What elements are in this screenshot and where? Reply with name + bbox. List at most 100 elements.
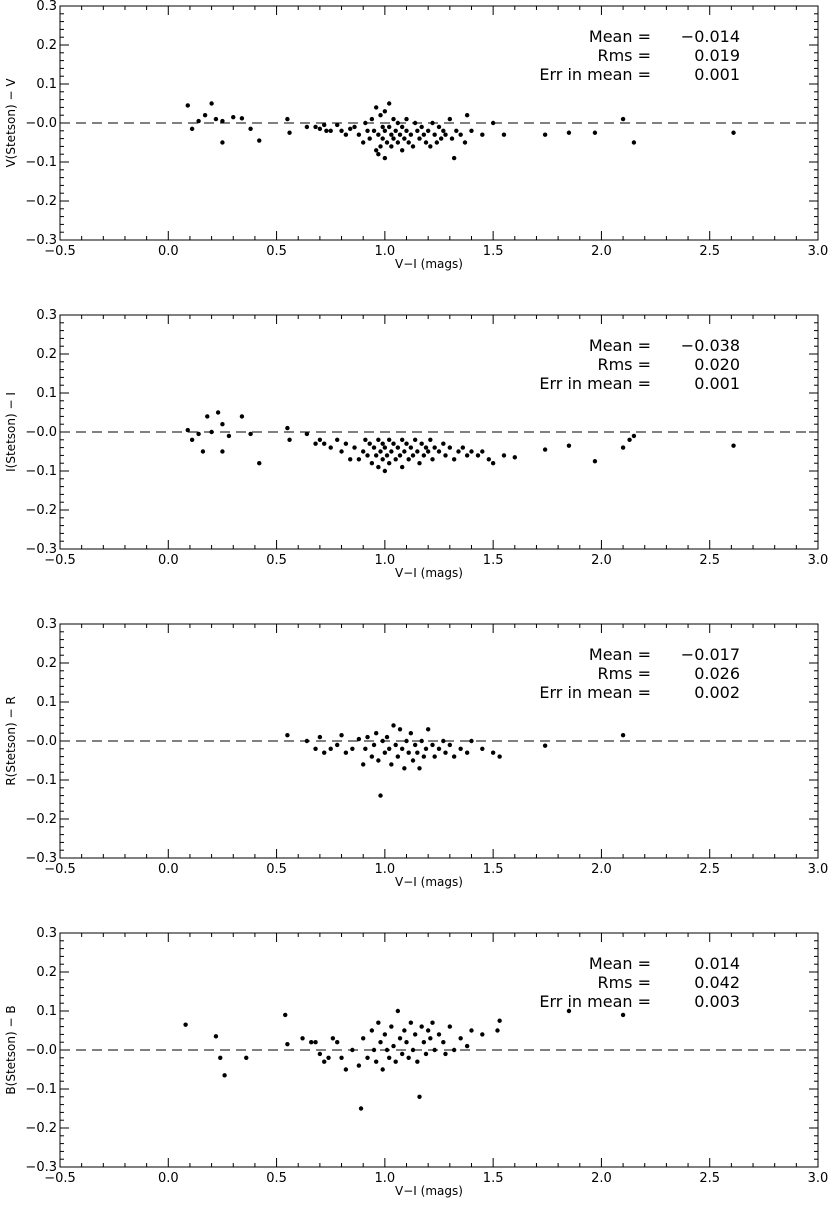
data-point bbox=[566, 1008, 572, 1014]
data-point bbox=[373, 148, 379, 153]
stat-label: Rms = bbox=[597, 355, 651, 374]
data-point bbox=[391, 116, 396, 122]
data-point bbox=[449, 136, 455, 141]
data-point bbox=[367, 441, 372, 446]
data-point bbox=[393, 1059, 398, 1064]
data-point bbox=[213, 116, 219, 122]
data-point bbox=[209, 429, 214, 435]
stat-value: 0.014 bbox=[694, 954, 740, 973]
y-tick-label: 0.1 bbox=[36, 77, 57, 92]
data-point bbox=[369, 116, 375, 122]
data-point bbox=[373, 1059, 379, 1064]
data-point bbox=[231, 114, 236, 120]
data-point bbox=[384, 1047, 390, 1053]
data-point bbox=[395, 445, 401, 450]
data-point bbox=[438, 136, 444, 141]
data-point bbox=[415, 449, 420, 454]
data-point bbox=[430, 120, 435, 126]
data-point bbox=[490, 120, 496, 126]
data-point bbox=[432, 445, 437, 450]
stat-value: −0.017 bbox=[681, 645, 740, 664]
data-point bbox=[373, 105, 379, 110]
data-point bbox=[348, 457, 353, 462]
data-point bbox=[393, 742, 398, 748]
x-tick-label: 2.0 bbox=[591, 862, 612, 877]
data-point bbox=[404, 1040, 409, 1045]
y-tick-label: −0.3 bbox=[25, 542, 57, 557]
data-point bbox=[391, 723, 396, 728]
y-axis-title: I(Stetson) − I bbox=[4, 392, 18, 472]
data-point bbox=[423, 746, 429, 751]
x-axis-title: V−I (mags) bbox=[395, 257, 463, 271]
x-tick-label: 0.0 bbox=[158, 1171, 179, 1186]
x-tick-label: −0.5 bbox=[44, 553, 76, 568]
data-point bbox=[348, 126, 353, 132]
data-point bbox=[384, 453, 390, 458]
data-point bbox=[417, 136, 422, 141]
data-point bbox=[328, 445, 333, 450]
data-point bbox=[451, 457, 457, 462]
data-point bbox=[339, 128, 344, 133]
data-point bbox=[200, 449, 206, 454]
data-point bbox=[501, 132, 507, 137]
y-tick-label: 0.2 bbox=[36, 965, 57, 980]
data-point bbox=[451, 155, 457, 161]
data-point bbox=[380, 441, 385, 446]
data-point bbox=[378, 144, 383, 149]
x-tick-label: 2.0 bbox=[591, 553, 612, 568]
data-point bbox=[371, 1047, 377, 1053]
y-tick-label: −0.1 bbox=[25, 155, 57, 170]
x-tick-label: 3.0 bbox=[808, 862, 829, 877]
y-tick-label: 0.1 bbox=[36, 1004, 57, 1019]
x-tick-label: 3.0 bbox=[808, 553, 829, 568]
data-point bbox=[371, 742, 377, 748]
data-point bbox=[542, 743, 548, 748]
data-point bbox=[441, 441, 446, 446]
data-point bbox=[309, 1040, 314, 1045]
data-point bbox=[415, 1059, 420, 1064]
x-tick-label: 1.5 bbox=[483, 862, 504, 877]
data-point bbox=[365, 734, 370, 740]
data-point bbox=[196, 118, 201, 124]
data-point bbox=[380, 124, 385, 130]
data-point bbox=[389, 449, 394, 454]
data-point bbox=[222, 1073, 227, 1078]
data-point bbox=[257, 138, 262, 143]
stat-label: Rms = bbox=[597, 664, 651, 683]
data-point bbox=[490, 461, 496, 466]
data-point bbox=[447, 116, 453, 122]
x-tick-label: 1.5 bbox=[483, 244, 504, 259]
data-point bbox=[389, 762, 394, 767]
data-point bbox=[384, 140, 390, 145]
x-tick-label: 0.5 bbox=[266, 862, 287, 877]
data-point bbox=[419, 738, 424, 744]
data-point bbox=[415, 128, 420, 133]
data-point bbox=[460, 445, 466, 450]
data-point bbox=[395, 120, 401, 126]
data-point bbox=[386, 437, 392, 442]
data-point bbox=[285, 116, 290, 122]
data-point bbox=[512, 455, 517, 460]
x-tick-label: 0.0 bbox=[158, 244, 179, 259]
data-point bbox=[226, 433, 232, 439]
data-point bbox=[220, 422, 225, 427]
data-point bbox=[404, 441, 409, 446]
x-tick-label: 2.5 bbox=[699, 553, 720, 568]
data-point bbox=[399, 1051, 405, 1057]
data-point bbox=[317, 126, 323, 132]
data-point bbox=[382, 1032, 388, 1037]
data-point bbox=[213, 1034, 219, 1039]
data-point bbox=[415, 750, 420, 755]
panel-3: −0.5 0.0 0.5 1.0 1.5 2.0 2.5 3.0 −0.3 −0.2 −0.1 −0.… bbox=[4, 617, 828, 889]
data-point bbox=[397, 1036, 403, 1041]
data-point bbox=[620, 445, 626, 450]
data-point bbox=[480, 1032, 485, 1037]
data-point bbox=[397, 727, 403, 732]
data-point bbox=[384, 734, 390, 740]
data-point bbox=[441, 1040, 446, 1045]
panel-1: −0.5 0.0 0.5 1.0 1.5 2.0 2.5 3.0 −0.3 −0.2 −0.1 −0.… bbox=[4, 0, 828, 271]
data-point bbox=[373, 453, 379, 458]
data-point bbox=[382, 128, 388, 133]
data-point bbox=[456, 449, 461, 454]
